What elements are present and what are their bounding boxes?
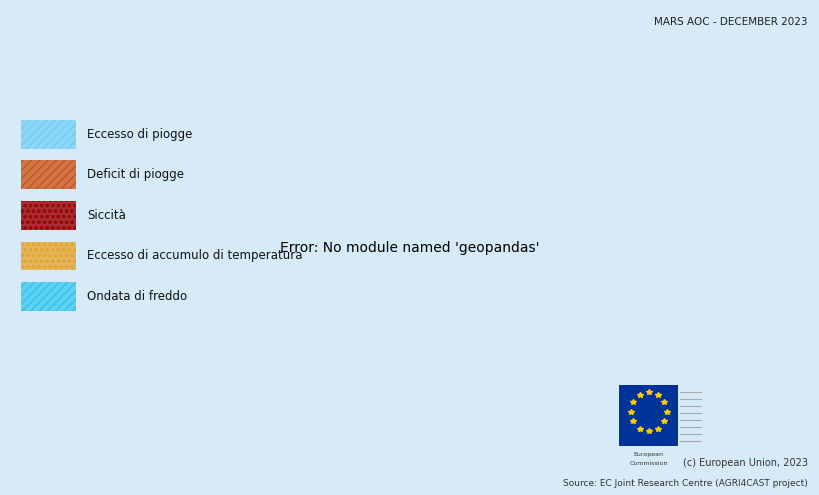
Text: European: European <box>633 452 663 457</box>
Text: Commission: Commission <box>629 461 667 466</box>
Text: Source: EC Joint Research Centre (AGRI4CAST project): Source: EC Joint Research Centre (AGRI4C… <box>563 479 807 488</box>
Text: Deficit di piogge: Deficit di piogge <box>87 168 183 181</box>
Text: MARS AOC - DECEMBER 2023: MARS AOC - DECEMBER 2023 <box>654 17 807 27</box>
Text: Siccità: Siccità <box>87 209 125 222</box>
Text: Ondata di freddo: Ondata di freddo <box>87 290 187 303</box>
Text: Eccesso di piogge: Eccesso di piogge <box>87 128 192 141</box>
Text: (c) European Union, 2023: (c) European Union, 2023 <box>682 458 807 468</box>
Text: Error: No module named 'geopandas': Error: No module named 'geopandas' <box>280 241 539 255</box>
FancyBboxPatch shape <box>618 385 677 446</box>
Text: Eccesso di accumulo di temperatura: Eccesso di accumulo di temperatura <box>87 249 302 262</box>
